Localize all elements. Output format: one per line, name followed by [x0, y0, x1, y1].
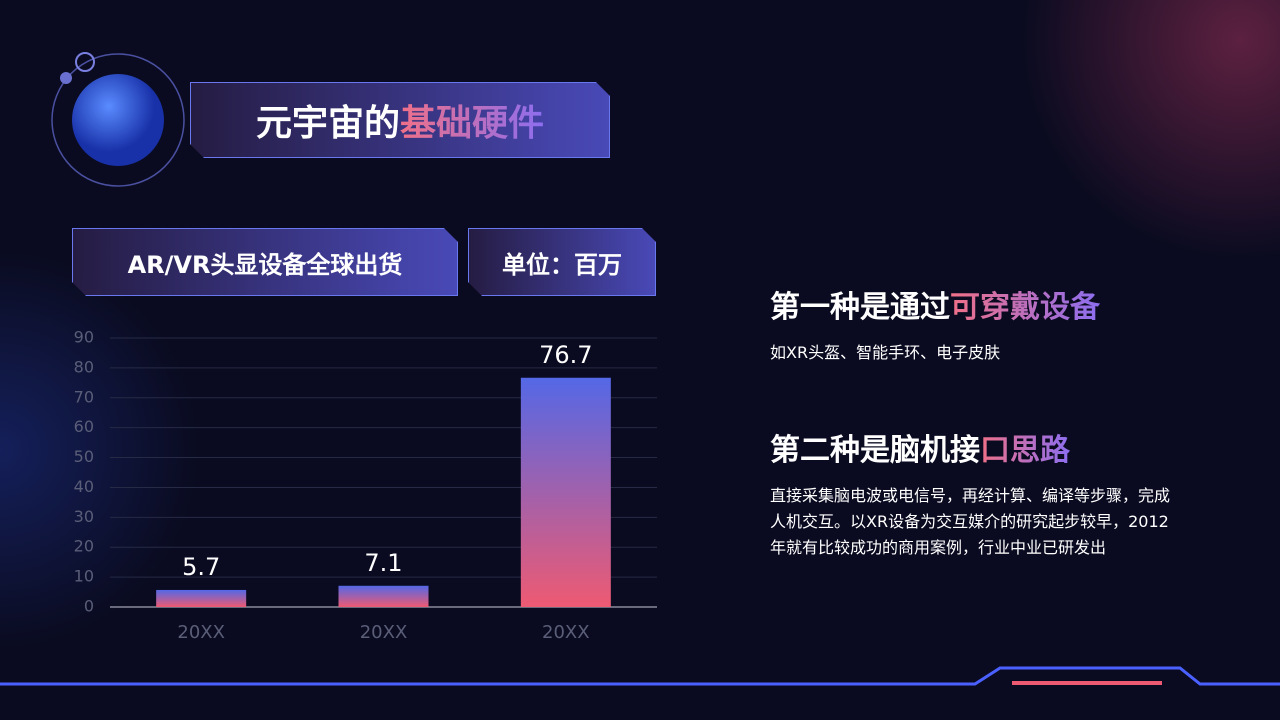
chart-title: AR/VR头显设备全球出货 — [72, 228, 458, 296]
planet — [72, 74, 164, 166]
x-tick-label: 20XX — [542, 622, 590, 643]
heading-plain: 第一种是通过 — [770, 290, 950, 325]
data-label: 5.7 — [182, 553, 220, 581]
y-tick-label: 80 — [74, 357, 94, 376]
dot — [60, 72, 72, 84]
y-tick-label: 0 — [84, 597, 94, 616]
point: 第一种是通过可穿戴设备 如XR头盔、智能手环、电子皮肤 — [770, 282, 1180, 366]
data-label: 76.7 — [539, 341, 592, 369]
data-label: 7.1 — [364, 549, 402, 577]
y-tick-label: 30 — [74, 507, 94, 526]
point: 第二种是脑机接口思路 直接采集脑电波或电信号，再经计算、编译等步骤，完成人机交互… — [770, 425, 1170, 561]
slide-title: 元宇宙的 基础硬件 — [190, 82, 610, 158]
heading-plain: 第二种是脑机接 — [770, 433, 980, 468]
y-tick-label: 20 — [74, 537, 94, 556]
bar — [338, 585, 429, 607]
y-tick-label: 90 — [74, 328, 94, 347]
x-tick-label: 20XX — [360, 622, 408, 643]
chart: 0 10 20 30 40 50 60 70 80 90 20XX 5.7 20XX 7.1 20XX 76.… — [74, 328, 657, 643]
dot — [75, 52, 95, 72]
bottom-line — [0, 666, 1280, 686]
title-highlight: 基础硬件 — [400, 94, 544, 146]
point-text: 如XR头盔、智能手环、电子皮肤 — [770, 343, 1001, 362]
x-tick-label: 20XX — [177, 622, 225, 643]
point-text: 直接采集脑电波或电信号，再经计算、编译等步骤，完成人机交互。以XR设备为交互媒介… — [770, 486, 1171, 557]
y-tick-label: 60 — [74, 417, 94, 436]
point-heading: 第一种是通过可穿戴设备 — [770, 282, 1180, 326]
bar — [156, 589, 247, 607]
heading-highlight: 口思路 — [980, 433, 1070, 468]
ring — [51, 53, 185, 187]
title-plain: 元宇宙的 — [255, 103, 400, 144]
bar — [520, 377, 611, 607]
y-tick-label: 70 — [74, 387, 94, 406]
y-tick-label: 50 — [74, 447, 94, 466]
chart-unit: 单位：百万 — [468, 228, 656, 296]
y-tick-label: 10 — [74, 567, 94, 586]
heading-highlight: 可穿戴设备 — [950, 290, 1100, 325]
y-tick-label: 40 — [74, 477, 94, 496]
point-heading: 第二种是脑机接口思路 — [770, 425, 1170, 469]
